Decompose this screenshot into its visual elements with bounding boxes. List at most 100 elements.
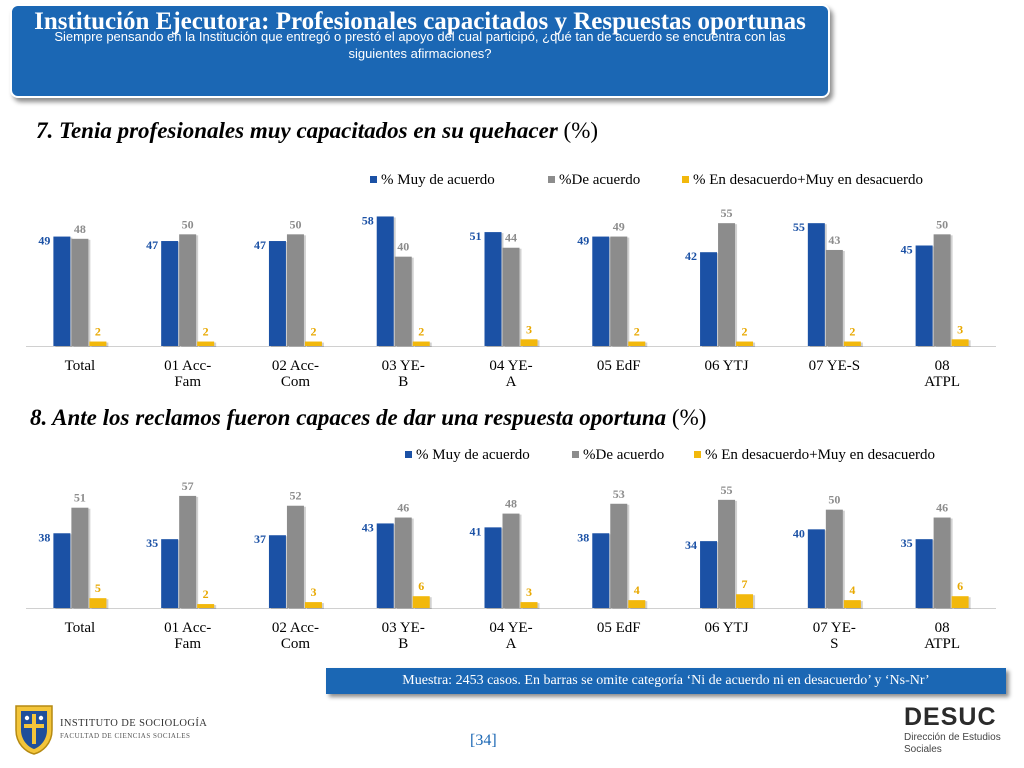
- data-label: 49: [613, 220, 625, 234]
- legend-de-acuerdo: %De acuerdo: [559, 172, 640, 188]
- data-label: 50: [289, 217, 301, 231]
- chart-2-title-text: 8. Ante los reclamos fueron capaces de d…: [30, 405, 667, 430]
- category-label: 02 Acc-: [272, 358, 319, 374]
- bar-muy-de-acuerdo: [592, 533, 610, 608]
- data-label: 45: [901, 243, 913, 257]
- bar-de-acuerdo: [179, 234, 197, 346]
- data-label: 34: [685, 538, 697, 552]
- bar-desacuerdo: [197, 341, 215, 346]
- data-label: 57: [182, 479, 194, 493]
- bar-de-acuerdo: [394, 256, 412, 346]
- bar-de-acuerdo: [825, 249, 843, 346]
- bar-desacuerdo: [951, 339, 969, 346]
- data-label: 2: [849, 325, 855, 339]
- institute-name: INSTITUTO DE SOCIOLOGÍA: [60, 718, 208, 729]
- category-label: 08: [935, 358, 950, 374]
- bar-muy-de-acuerdo: [376, 523, 394, 608]
- desuc-brand-sub: Dirección de Estudios Sociales: [904, 732, 1001, 755]
- bar-de-acuerdo: [933, 517, 951, 608]
- legend-de-acuerdo-swatch: [548, 176, 555, 183]
- bar-de-acuerdo: [502, 513, 520, 608]
- bar-desacuerdo: [412, 596, 430, 608]
- category-label: Total: [65, 620, 96, 636]
- sample-note: Muestra: 2453 casos. En barras se omite …: [326, 668, 1006, 694]
- bar-muy-de-acuerdo: [161, 539, 179, 608]
- data-label: 50: [182, 217, 194, 231]
- data-label: 55: [793, 220, 805, 234]
- bar-de-acuerdo: [71, 507, 89, 608]
- data-label: 3: [526, 585, 532, 599]
- bar-de-acuerdo: [933, 234, 951, 346]
- page-subtitle: Siempre pensando en la Institución que e…: [54, 29, 786, 61]
- chart-1: % Muy de acuerdo %De acuerdo % En desacuer…: [26, 172, 996, 390]
- category-label: Fam: [174, 374, 201, 390]
- category-label: 08: [935, 620, 950, 636]
- category-label: 06 YTJ: [705, 620, 749, 636]
- page-number: [34]: [470, 732, 497, 749]
- category-label: Fam: [174, 636, 201, 652]
- bar-muy-de-acuerdo: [700, 252, 718, 346]
- data-label: 55: [721, 483, 733, 497]
- bar-muy-de-acuerdo: [700, 541, 718, 608]
- category-label: 04 YE-: [489, 620, 532, 636]
- data-label: 46: [397, 501, 409, 515]
- data-label: 4: [634, 583, 640, 597]
- data-label: 7: [742, 577, 748, 591]
- data-label: 3: [310, 585, 316, 599]
- bar-muy-de-acuerdo: [592, 236, 610, 346]
- bar-muy-de-acuerdo: [268, 535, 286, 608]
- title-banner: Institución Ejecutora: Profesionales cap…: [10, 4, 830, 98]
- bar-desacuerdo: [843, 341, 861, 346]
- data-label: 2: [634, 325, 640, 339]
- bar-muy-de-acuerdo: [161, 241, 179, 346]
- data-label: 2: [203, 587, 209, 601]
- bar-de-acuerdo: [825, 509, 843, 608]
- data-label: 47: [146, 238, 158, 252]
- category-label: A: [506, 374, 517, 390]
- chart-1-title: 7. Tenia profesionales muy capacitados e…: [36, 118, 598, 144]
- data-label: 40: [793, 526, 805, 540]
- data-label: 49: [38, 234, 50, 248]
- bar-de-acuerdo: [610, 236, 628, 346]
- data-label: 48: [505, 497, 517, 511]
- category-label: 03 YE-: [382, 620, 425, 636]
- bar-desacuerdo: [520, 339, 538, 346]
- chart-2: % Muy de acuerdo %De acuerdo % En desacuer…: [26, 447, 996, 652]
- category-label: 05 EdF: [597, 358, 641, 374]
- bar-muy-de-acuerdo: [268, 241, 286, 346]
- legend-muy-de-acuerdo-swatch: [370, 176, 377, 183]
- bar-desacuerdo: [304, 341, 322, 346]
- data-label: 38: [38, 530, 50, 544]
- data-label: 43: [828, 233, 840, 247]
- category-label: 01 Acc-: [164, 620, 211, 636]
- bar-de-acuerdo: [610, 503, 628, 608]
- category-label: 01 Acc-: [164, 358, 211, 374]
- data-label: 35: [146, 536, 158, 550]
- data-label: 6: [957, 579, 963, 593]
- legend-desacuerdo: % En desacuerdo+Muy en desacuerdo: [705, 447, 935, 463]
- bar-muy-de-acuerdo: [484, 527, 502, 608]
- chart-2-unit: (%): [671, 405, 707, 430]
- category-label: 07 YE-: [813, 620, 856, 636]
- data-label: 35: [901, 536, 913, 550]
- data-label: 43: [362, 520, 374, 534]
- data-label: 41: [470, 524, 482, 538]
- bar-de-acuerdo: [718, 223, 736, 346]
- chart-1-unit: (%): [563, 118, 599, 143]
- desuc-brand: DESUC: [904, 703, 997, 731]
- chart-2-title: 8. Ante los reclamos fueron capaces de d…: [30, 405, 706, 431]
- category-label: 05 EdF: [597, 620, 641, 636]
- data-label: 40: [397, 240, 409, 254]
- category-label: 03 YE-: [382, 358, 425, 374]
- data-label: 2: [742, 325, 748, 339]
- bar-muy-de-acuerdo: [53, 533, 71, 608]
- data-label: 48: [74, 222, 86, 236]
- data-label: 2: [418, 325, 424, 339]
- bar-desacuerdo: [628, 341, 646, 346]
- data-label: 55: [721, 206, 733, 220]
- category-label: A: [506, 636, 517, 652]
- category-label: ATPL: [924, 636, 960, 652]
- institute-subname: FACULTAD DE CIENCIAS SOCIALES: [60, 732, 191, 740]
- data-label: 52: [289, 489, 301, 503]
- chart-1-title-text: 7. Tenia profesionales muy capacitados e…: [36, 118, 558, 143]
